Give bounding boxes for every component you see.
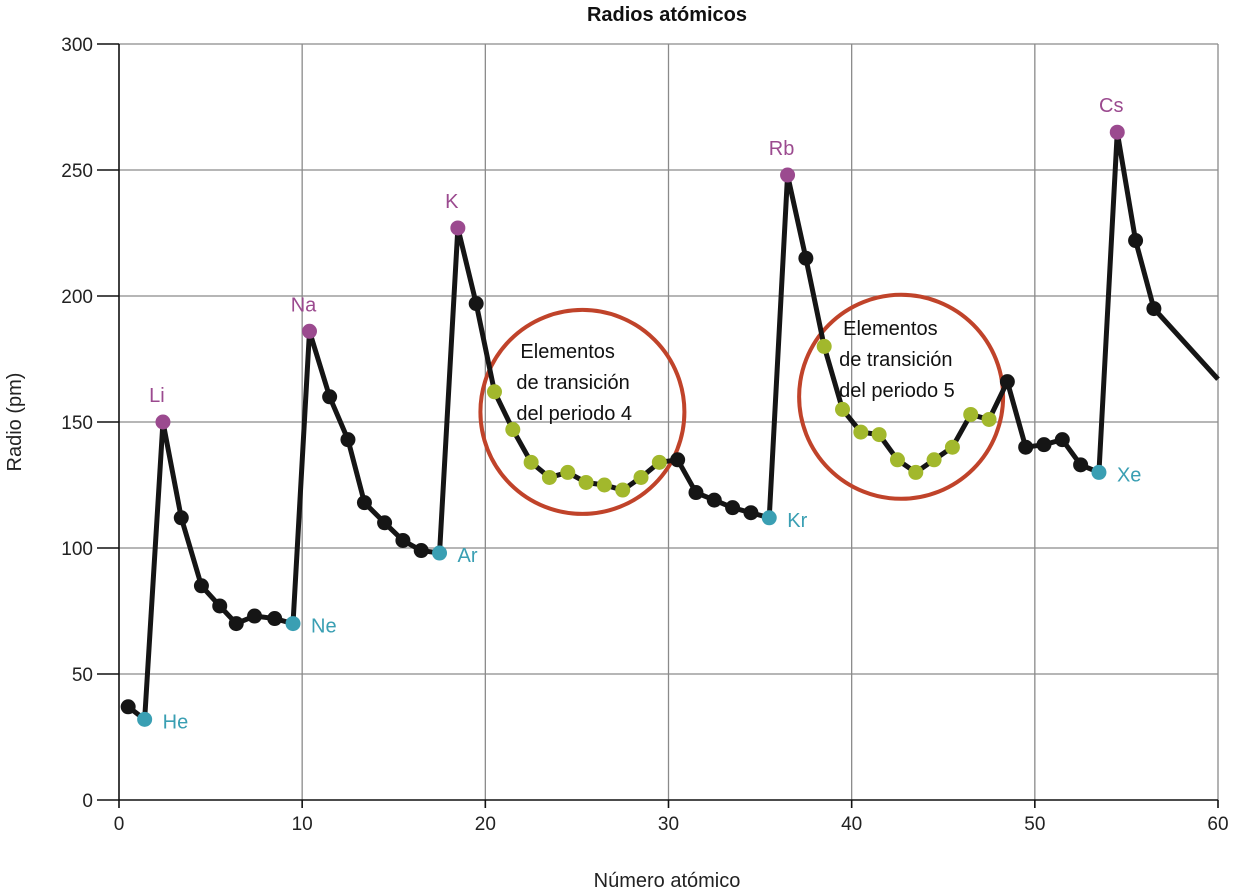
x-tick-label: 50 bbox=[1024, 814, 1045, 835]
point-label: K bbox=[445, 191, 459, 213]
annotation-line: del periodo 5 bbox=[839, 380, 955, 402]
data-point bbox=[1091, 464, 1107, 480]
point-label: He bbox=[163, 711, 189, 733]
data-point bbox=[1018, 439, 1034, 455]
data-point bbox=[578, 474, 594, 490]
x-tick-label: 40 bbox=[841, 814, 862, 835]
chart-title: Radios atómicos bbox=[587, 4, 747, 26]
data-point bbox=[193, 578, 209, 594]
data-point bbox=[173, 510, 189, 526]
point-label: Rb bbox=[769, 138, 795, 160]
annotation-text: Elementos de transición del periodo 5 bbox=[839, 318, 955, 402]
point-label: Li bbox=[149, 385, 165, 407]
data-point bbox=[228, 616, 244, 632]
y-tick-label: 150 bbox=[61, 413, 93, 434]
data-point bbox=[486, 384, 502, 400]
annotation-line: Elementos bbox=[520, 341, 615, 363]
data-point bbox=[1146, 301, 1162, 317]
point-label: Kr bbox=[787, 510, 807, 532]
data-point bbox=[853, 424, 869, 440]
y-tick-label: 0 bbox=[82, 791, 93, 812]
data-point bbox=[413, 543, 429, 559]
point-label: Xe bbox=[1117, 464, 1141, 486]
data-point bbox=[944, 439, 960, 455]
data-point bbox=[120, 699, 136, 715]
annotation-circle bbox=[797, 292, 1006, 501]
data-point bbox=[137, 711, 153, 727]
x-tick-label: 60 bbox=[1207, 814, 1228, 835]
data-point bbox=[816, 338, 832, 354]
data-point bbox=[633, 469, 649, 485]
x-tick-label: 10 bbox=[292, 814, 313, 835]
y-tick-label: 50 bbox=[72, 665, 93, 686]
data-point bbox=[1073, 457, 1089, 473]
data-point bbox=[743, 505, 759, 521]
data-point bbox=[267, 611, 283, 627]
annotation-line: de transición bbox=[839, 349, 952, 371]
point-label: Ar bbox=[458, 545, 478, 567]
y-tick-label: 250 bbox=[61, 161, 93, 182]
y-tick-label: 200 bbox=[61, 287, 93, 308]
data-point bbox=[596, 477, 612, 493]
x-tick-label: 20 bbox=[475, 814, 496, 835]
data-point bbox=[247, 608, 263, 624]
data-point bbox=[798, 250, 814, 266]
data-point bbox=[615, 482, 631, 498]
data-point bbox=[1036, 437, 1052, 453]
data-point bbox=[999, 374, 1015, 390]
data-point bbox=[523, 454, 539, 470]
annotation-line: Elementos bbox=[843, 318, 938, 340]
annotation-line: del periodo 4 bbox=[516, 403, 632, 425]
data-point bbox=[670, 452, 686, 468]
data-point bbox=[560, 464, 576, 480]
data-point bbox=[871, 427, 887, 443]
data-point bbox=[908, 464, 924, 480]
point-label: Ne bbox=[311, 616, 337, 638]
data-point bbox=[212, 598, 228, 614]
data-point bbox=[780, 167, 796, 183]
data-point bbox=[1054, 432, 1070, 448]
data-point bbox=[651, 454, 667, 470]
data-point bbox=[377, 515, 393, 531]
data-point bbox=[981, 411, 997, 427]
data-point bbox=[155, 414, 171, 430]
point-label: Cs bbox=[1099, 95, 1123, 117]
x-axis-label: Número atómico bbox=[594, 870, 741, 892]
y-tick-label: 300 bbox=[61, 35, 93, 56]
data-point bbox=[340, 432, 356, 448]
data-point bbox=[1128, 233, 1144, 249]
y-tick-label: 100 bbox=[61, 539, 93, 560]
x-tick-label: 0 bbox=[114, 814, 125, 835]
series-line bbox=[126, 129, 1220, 722]
data-point bbox=[468, 296, 484, 312]
data-point bbox=[835, 401, 851, 417]
data-point bbox=[395, 532, 411, 548]
data-point bbox=[889, 452, 905, 468]
x-tick-label: 30 bbox=[658, 814, 679, 835]
data-point bbox=[725, 500, 741, 516]
data-point bbox=[432, 545, 448, 561]
annotation-line: de transición bbox=[516, 372, 629, 394]
data-point bbox=[1109, 124, 1125, 140]
annotation-circle bbox=[478, 307, 687, 516]
data-point bbox=[285, 616, 301, 632]
data-point bbox=[706, 492, 722, 508]
data-point bbox=[322, 389, 338, 405]
annotation-text: Elementos de transición del periodo 4 bbox=[516, 341, 632, 425]
data-point bbox=[301, 323, 317, 339]
data-point bbox=[450, 220, 466, 236]
data-point bbox=[541, 469, 557, 485]
data-point bbox=[688, 485, 704, 501]
data-point bbox=[963, 406, 979, 422]
data-point bbox=[356, 495, 372, 511]
data-point bbox=[505, 422, 521, 438]
point-label: Na bbox=[291, 294, 317, 316]
y-axis-label: Radio (pm) bbox=[4, 373, 26, 472]
data-point bbox=[761, 510, 777, 526]
data-point bbox=[926, 452, 942, 468]
